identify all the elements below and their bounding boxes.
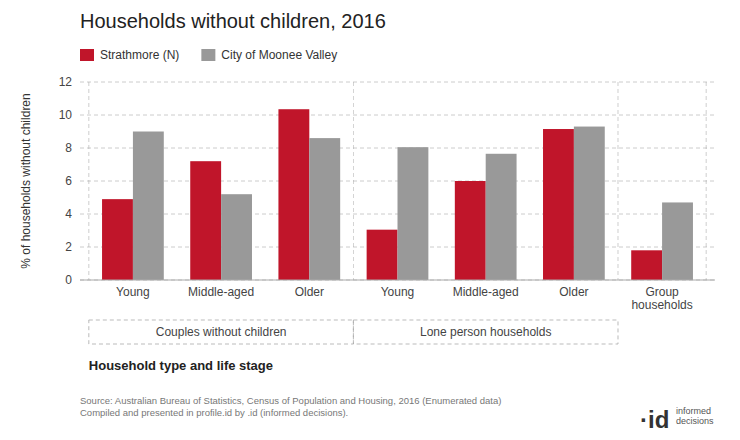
grid-line: [80, 115, 715, 116]
group-divider: [88, 82, 89, 280]
legend-swatch: [201, 49, 215, 61]
text-line: Older: [295, 285, 324, 299]
y-tick-label: 0: [65, 273, 72, 287]
text-line: Compiled and presented in profile.id by …: [80, 407, 348, 418]
bar: [486, 154, 517, 280]
dividers: [89, 82, 706, 280]
text-line: Source: Australian Bureau of Statistics,…: [80, 395, 501, 406]
bar: [631, 250, 662, 280]
legend-label: City of Moonee Valley: [221, 48, 337, 62]
group-divider: [617, 82, 618, 280]
logo-tagline: informeddecisions: [676, 406, 714, 426]
bar: [543, 129, 574, 280]
y-tick-label: 2: [65, 240, 72, 254]
bar: [133, 132, 164, 281]
group-box: [89, 320, 354, 344]
grid-line: [80, 82, 715, 83]
y-tick-label: 8: [65, 141, 72, 155]
x-axis: Young Middle-aged Older Young Middle-aged Old…: [116, 285, 693, 312]
grid-line: [80, 280, 715, 281]
y-axis: 0 2 4 6 8 10 12: [59, 75, 715, 287]
x-tick-label: Young: [116, 285, 150, 299]
y-tick-label: 12: [59, 75, 73, 89]
text-line: Middle-aged: [453, 285, 519, 299]
legend-label: Strathmore (N): [100, 48, 179, 62]
group-divider: [353, 82, 354, 280]
bar: [221, 194, 252, 280]
group-label: Lone person households: [420, 325, 551, 339]
bar: [278, 109, 309, 280]
text-line: Group: [645, 285, 679, 299]
legend: Strathmore (N) City of Moonee Valley: [80, 48, 337, 62]
bar: [102, 199, 133, 280]
text-line: households: [631, 298, 692, 312]
x-tick-label: Middle-aged: [453, 285, 519, 299]
bars: [102, 109, 693, 280]
bar: [574, 127, 605, 280]
y-axis-label: % of households without children: [19, 93, 33, 268]
group-label: Couples without children: [156, 325, 287, 339]
source-note: Source: Australian Bureau of Statistics,…: [80, 395, 501, 418]
text-line: Middle-aged: [188, 285, 254, 299]
background: [0, 0, 740, 440]
y-tick-label: 4: [65, 207, 72, 221]
bar: [398, 147, 429, 280]
chart: Households without children, 2016 Strathm…: [0, 0, 740, 440]
bar: [309, 138, 340, 280]
x-axis-label: Household type and life stage: [89, 358, 273, 373]
x-tick-label: Middle-aged: [188, 285, 254, 299]
title: Households without children, 2016: [80, 10, 386, 32]
x-tick-label: Older: [295, 285, 324, 299]
bar: [662, 202, 693, 280]
x-tick-label: Grouphouseholds: [631, 285, 692, 312]
group-box: [353, 320, 618, 344]
legend-swatch: [80, 49, 94, 61]
text-line: informed: [676, 406, 711, 416]
x-tick-label: Young: [381, 285, 415, 299]
x-tick-label: Older: [559, 285, 588, 299]
y-tick-label: 6: [65, 174, 72, 188]
bar: [455, 181, 486, 280]
x-axis-line: [80, 280, 715, 281]
y-tick-label: 10: [59, 108, 73, 122]
text-line: Young: [116, 285, 150, 299]
logo: ·id: [640, 406, 669, 433]
text-line: decisions: [676, 416, 714, 426]
bar: [190, 161, 221, 280]
text-line: Older: [559, 285, 588, 299]
text-line: Young: [381, 285, 415, 299]
group-divider: [706, 82, 707, 280]
category-groups: Couples without children Lone person hous…: [89, 320, 618, 344]
bar: [367, 230, 398, 280]
